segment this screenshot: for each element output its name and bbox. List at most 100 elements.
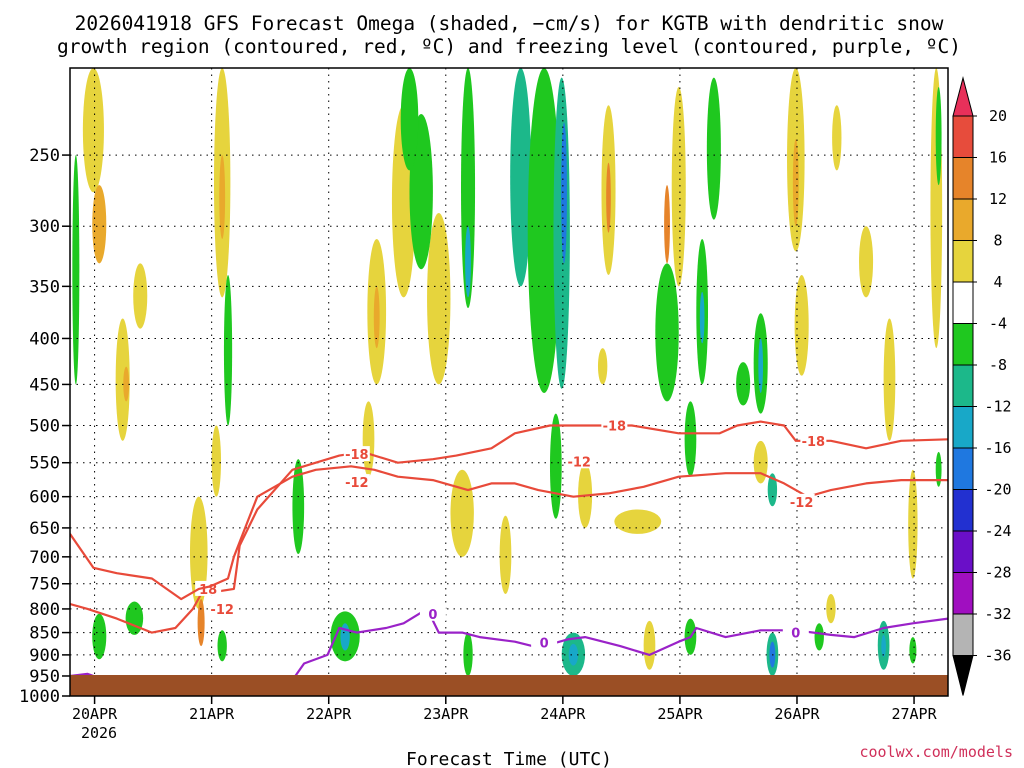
omega-cell: [510, 68, 532, 287]
contour-label: -12: [790, 496, 814, 511]
contour-label-bg: [800, 432, 827, 448]
omega-cell: [684, 401, 697, 477]
colorbar-bin: [952, 115, 974, 158]
omega-cell: [597, 348, 608, 385]
omega-cell: [499, 515, 512, 595]
omega-cell: [794, 275, 809, 376]
omega-cell: [664, 185, 670, 264]
omega-cell: [643, 620, 656, 670]
contour-label-bg: [782, 624, 809, 640]
colorbar-bin: [952, 572, 974, 615]
colorbar-bin: [952, 406, 974, 449]
colorbar: 20 16 12 8 4 -4 -8 -12 -16 -20 -24 -28 -32 -36: [952, 76, 1012, 696]
x-axis: 20APR 21APR 22APR 23APR 24APR 25APR 26APR 27APR: [72, 696, 938, 723]
omega-cell: [461, 68, 476, 309]
y-tick-label: 600: [29, 488, 60, 508]
contour-lines: 18 -18 -18 -18 -12 -12 -12 -12 0 0 0: [70, 417, 948, 696]
omega-cell: [814, 623, 824, 651]
contour-label: -18: [345, 448, 369, 463]
y-tick-label: 750: [29, 575, 60, 595]
contour-label: -12: [567, 455, 591, 470]
omega-cell: [908, 469, 918, 579]
colorbar-bin: [952, 447, 974, 490]
colorbar-label: 16: [989, 149, 1007, 167]
omega-cell: [189, 496, 208, 609]
contour-label-bg: [343, 474, 370, 490]
omega-cell: [883, 318, 896, 441]
x-tick-label: 27APR: [891, 705, 937, 723]
omega-cell: [373, 286, 380, 349]
omega-cell: [935, 451, 942, 487]
omega-cell: [832, 105, 842, 171]
omega-cell: [362, 401, 375, 477]
x-tick-label: 21APR: [189, 705, 235, 723]
y-tick-label: 800: [29, 600, 60, 620]
colorbar-label: -8: [989, 356, 1007, 374]
contour-label: -18: [603, 420, 627, 435]
x-tick-label: 20APR: [72, 705, 118, 723]
x-axis-year: 2026: [81, 724, 117, 742]
omega-cell: [92, 185, 107, 264]
colorbar-label: -12: [984, 398, 1011, 416]
omega-cell: [935, 87, 942, 186]
contour-label-bg: [788, 493, 815, 509]
omega-cell: [909, 637, 917, 664]
omega-cell: [881, 634, 886, 658]
chart-title-line2: growth region (contoured, red, ºC) and f…: [57, 35, 961, 58]
contour-label-bg: [419, 605, 446, 621]
chart-title-line1: 2026041918 GFS Forecast Omega (shaded, −…: [75, 12, 944, 35]
plot-frame: [69, 67, 949, 697]
colorbar-bin: [952, 530, 974, 573]
x-tick-label: 22APR: [306, 705, 352, 723]
y-tick-label: 950: [29, 667, 60, 687]
colorbar-bin: [952, 157, 974, 200]
colorbar-label: 20: [989, 107, 1007, 125]
contour-label: -12: [210, 603, 234, 618]
y-tick-label: 500: [29, 417, 60, 437]
omega-cell: [450, 469, 474, 557]
colorbar-bin: [952, 198, 974, 241]
omega-cell: [706, 77, 721, 220]
omega-cell: [217, 630, 227, 662]
colorbar-label: -28: [984, 564, 1011, 582]
y-axis: 2503003504004505005506006507007508008509…: [19, 146, 70, 707]
omega-cell: [82, 68, 104, 193]
omega-cell: [211, 425, 222, 497]
colorbar-label: -36: [984, 647, 1011, 665]
y-tick-label: 400: [29, 329, 60, 349]
x-tick-label: 26APR: [774, 705, 820, 723]
colorbar-label: -20: [984, 481, 1011, 499]
y-tick-label: 550: [29, 454, 60, 474]
omega-cell: [758, 338, 764, 393]
colorbar-label: 8: [993, 232, 1002, 250]
omega-cell: [561, 122, 567, 264]
colorbar-bin: [952, 364, 974, 407]
omega-cell: [465, 226, 471, 298]
colorbar-label: -16: [984, 439, 1011, 457]
minus-18c-contour: [70, 420, 948, 634]
omega-cell: [123, 366, 130, 402]
omega-cell: [859, 226, 874, 298]
x-axis-label: Forecast Time (UTC): [406, 749, 612, 768]
omega-cell: [197, 599, 205, 647]
omega-cell: [427, 212, 451, 385]
omega-cell: [400, 68, 419, 171]
ground-terrain: [70, 675, 948, 696]
omega-cell: [699, 291, 705, 344]
omega-cell: [527, 68, 561, 393]
y-tick-label: 700: [29, 548, 60, 568]
contour-label-bg: [209, 600, 236, 616]
colorbar-bin: [952, 655, 974, 696]
colorbar-bin: [952, 489, 974, 532]
contour-label: 0: [540, 637, 549, 652]
omega-cell: [614, 509, 662, 534]
colorbar-label: 4: [993, 273, 1002, 291]
colorbar-label: -24: [984, 522, 1011, 540]
x-tick-label: 24APR: [540, 705, 586, 723]
gridlines: [70, 68, 948, 696]
omega-cell: [568, 643, 579, 666]
contour-label: -12: [345, 476, 369, 491]
y-tick-label: 650: [29, 519, 60, 539]
colorbar-bin: [952, 281, 974, 324]
